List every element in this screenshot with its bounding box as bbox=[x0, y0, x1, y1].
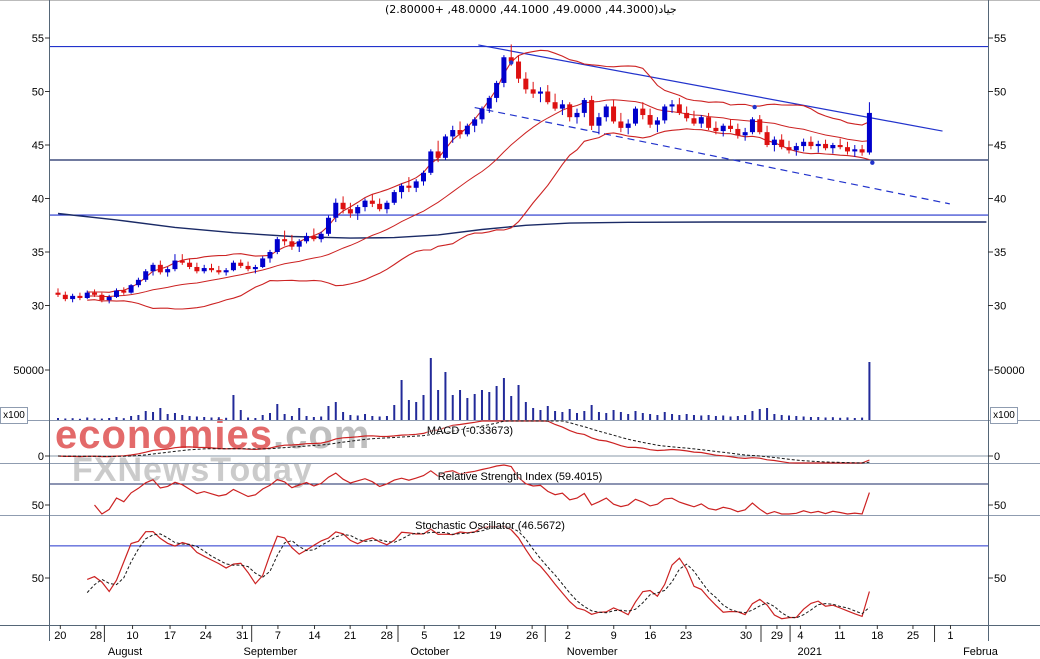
ohlc-values: (44.3000, 49.0000, 44.1000, 48.0000, +2.… bbox=[385, 3, 659, 16]
svg-text:4: 4 bbox=[797, 630, 803, 642]
svg-text:30: 30 bbox=[740, 630, 752, 642]
macd-pane bbox=[50, 420, 988, 464]
svg-text:20: 20 bbox=[54, 630, 66, 642]
svg-text:September: September bbox=[244, 646, 298, 658]
svg-text:12: 12 bbox=[453, 630, 465, 642]
svg-text:25: 25 bbox=[907, 630, 919, 642]
svg-text:50: 50 bbox=[32, 500, 44, 512]
svg-text:29: 29 bbox=[771, 630, 783, 642]
svg-text:23: 23 bbox=[680, 630, 692, 642]
svg-text:50: 50 bbox=[32, 87, 44, 99]
svg-text:50: 50 bbox=[994, 500, 1006, 512]
svg-text:10: 10 bbox=[126, 630, 138, 642]
volume-bars bbox=[57, 358, 871, 420]
svg-text:50: 50 bbox=[32, 573, 44, 585]
price-annotations bbox=[50, 44, 988, 239]
svg-text:17: 17 bbox=[164, 630, 176, 642]
rsi-pane-label: Relative Strength Index (59.4015) bbox=[437, 471, 603, 483]
svg-text:55: 55 bbox=[32, 33, 44, 45]
chart-title: جياد(44.3000, 49.0000, 44.1000, 48.0000,… bbox=[385, 3, 682, 16]
chart-frame bbox=[0, 0, 1040, 641]
svg-text:30: 30 bbox=[32, 301, 44, 313]
svg-text:40: 40 bbox=[32, 194, 44, 206]
svg-text:16: 16 bbox=[644, 630, 656, 642]
svg-text:August: August bbox=[108, 646, 142, 658]
svg-text:45: 45 bbox=[994, 140, 1006, 152]
svg-text:2021: 2021 bbox=[798, 646, 822, 658]
svg-text:0: 0 bbox=[38, 451, 44, 463]
svg-text:19: 19 bbox=[489, 630, 501, 642]
svg-text:11: 11 bbox=[834, 630, 845, 642]
volume-unit-box-left: x100 bbox=[0, 407, 28, 424]
svg-text:55: 55 bbox=[994, 33, 1006, 45]
date-axis: 20 28 10 17 24 31 7 14 21 28 5 12 19 26 2 9 16 23 30 29 4 11 1… bbox=[54, 625, 999, 658]
svg-text:28: 28 bbox=[90, 630, 102, 642]
svg-text:45: 45 bbox=[32, 140, 44, 152]
watermark-subtitle: FXNewsToday bbox=[72, 451, 313, 489]
volume-unit-box-right: x100 bbox=[990, 407, 1018, 424]
svg-text:35: 35 bbox=[32, 247, 44, 259]
svg-text:November: November bbox=[567, 646, 618, 658]
svg-text:50000: 50000 bbox=[13, 365, 44, 377]
svg-text:14: 14 bbox=[308, 630, 320, 642]
svg-text:0: 0 bbox=[994, 451, 1000, 463]
svg-text:21: 21 bbox=[344, 630, 356, 642]
rsi-pane bbox=[50, 464, 988, 515]
macd-pane-label: MACD (-0.33673) bbox=[426, 425, 514, 437]
svg-text:2: 2 bbox=[565, 630, 571, 642]
svg-text:40: 40 bbox=[994, 194, 1006, 206]
svg-text:28: 28 bbox=[381, 630, 393, 642]
svg-text:1: 1 bbox=[947, 630, 953, 642]
svg-text:30: 30 bbox=[994, 301, 1006, 313]
symbol-name: جياد bbox=[658, 3, 677, 16]
svg-text:35: 35 bbox=[994, 247, 1006, 259]
svg-text:Februa: Februa bbox=[963, 646, 999, 658]
svg-text:50000: 50000 bbox=[994, 365, 1025, 377]
svg-text:31: 31 bbox=[236, 630, 248, 642]
stochastic-pane bbox=[50, 525, 988, 620]
svg-text:50: 50 bbox=[994, 87, 1006, 99]
svg-text:9: 9 bbox=[611, 630, 617, 642]
svg-text:7: 7 bbox=[275, 630, 281, 642]
candlesticks bbox=[55, 44, 875, 304]
y-axis-labels: 55 55 50 50 45 45 40 40 35 35 30 30 50000 50000 0 0 50 50… bbox=[13, 33, 1024, 585]
svg-text:October: October bbox=[410, 646, 449, 658]
svg-text:18: 18 bbox=[871, 630, 883, 642]
svg-text:5: 5 bbox=[421, 630, 427, 642]
svg-text:50: 50 bbox=[994, 573, 1006, 585]
bollinger-bands bbox=[87, 49, 870, 310]
stoch-pane-label: Stochastic Oscillator (46.5672) bbox=[415, 520, 565, 532]
svg-text:26: 26 bbox=[526, 630, 538, 642]
svg-text:24: 24 bbox=[200, 630, 212, 642]
